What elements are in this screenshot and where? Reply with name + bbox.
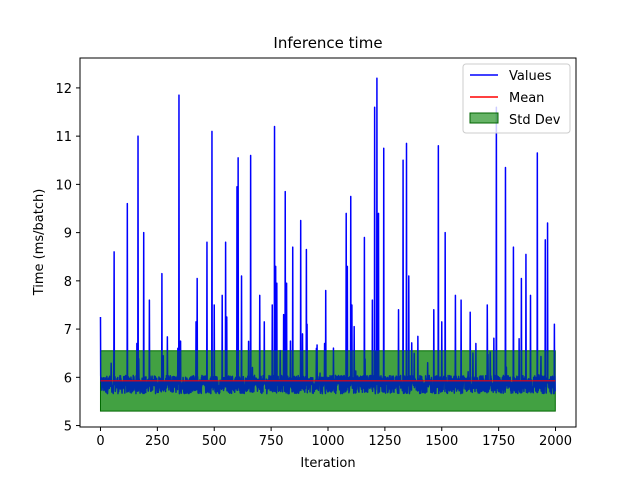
values-line: [99, 77, 557, 395]
x-tick-label: 1750: [482, 434, 515, 449]
y-axis: 5 6 7 8 9 10 11 12: [55, 82, 80, 435]
x-axis-label: Iteration: [300, 456, 355, 471]
plot-area: [99, 77, 557, 412]
legend-std-swatch: [469, 112, 499, 124]
y-tick-label: 12: [55, 82, 72, 97]
x-tick-label: 2000: [539, 434, 572, 449]
x-tick-label: 1250: [368, 434, 401, 449]
y-tick-label: 5: [64, 420, 72, 435]
x-tick-label: 750: [259, 434, 284, 449]
y-tick-label: 8: [64, 275, 72, 290]
y-axis-label: Time (ms/batch): [32, 189, 47, 297]
x-tick-label: 1500: [425, 434, 458, 449]
legend: Values Mean Std Dev: [462, 63, 571, 134]
x-tick-label: 1000: [311, 434, 344, 449]
legend-std-label: Std Dev: [509, 113, 561, 128]
legend-mean-label: Mean: [509, 91, 544, 106]
x-tick-label: 500: [202, 434, 227, 449]
y-tick-label: 11: [55, 130, 72, 145]
x-axis: 0 250 500 750 1000 1250 1500 1750 2000: [96, 427, 572, 449]
y-tick-label: 10: [55, 178, 72, 193]
axes-frame: [79, 57, 577, 428]
y-tick-label: 6: [64, 371, 72, 386]
x-tick-label: 0: [96, 434, 104, 449]
x-tick-label: 250: [145, 434, 170, 449]
legend-values-label: Values: [509, 69, 552, 84]
y-tick-label: 9: [64, 227, 72, 242]
y-tick-label: 7: [64, 323, 72, 338]
chart-title: Inference time: [273, 34, 382, 52]
